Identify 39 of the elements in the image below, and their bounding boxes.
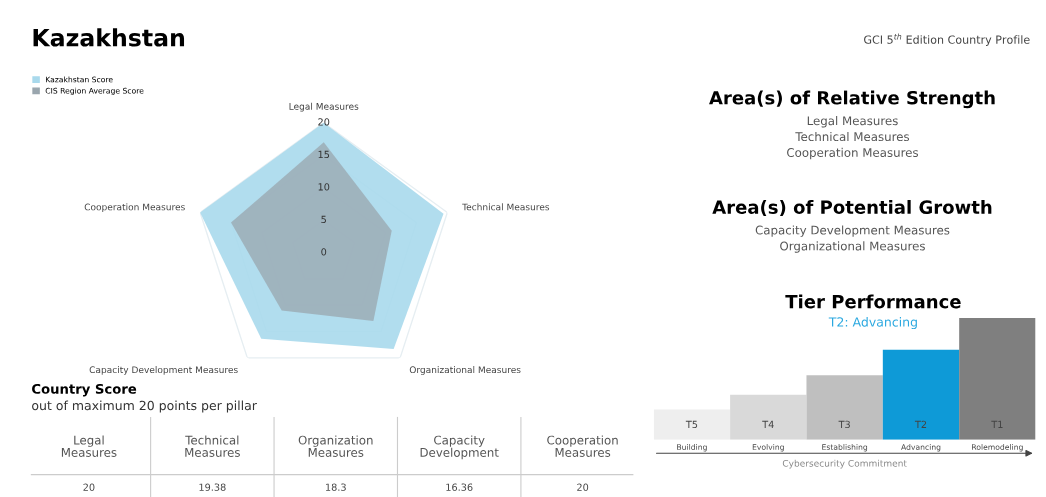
y-tick-label: 10 [318,183,330,191]
text: Area(s) of Potential Growth [712,200,992,217]
annotation: T5 [685,420,698,429]
text: Organizational Measures [780,241,925,253]
text: Cooperation Measures [787,147,919,160]
y-tick-label: 20 [318,118,330,126]
y-tick-label: 5 [321,215,326,224]
text: Cooperation Measures [547,435,618,457]
annotation: T3 [838,420,850,429]
annotation: T4 [762,420,774,428]
annotation: T1 [991,420,1003,428]
spoke-label: Capacity Development Measures [89,366,238,375]
x-axis-title: Cybersecurity Commitment [782,459,907,469]
text: Technical Measures [185,435,240,457]
text: Technical Measures [795,131,910,142]
spoke-label: Organizational Measures [409,366,521,375]
text: Capacity Development Measures [755,225,950,237]
spoke-label: Legal Measures [289,102,359,112]
text: Capacity Development [420,435,499,460]
text: Legal Measures [807,116,898,128]
annotation: T2 [914,420,927,428]
chart-title: Tier Performance [785,294,961,309]
text: 16.36 [446,483,473,491]
y-tick-label: 0 [321,248,327,256]
text: out of maximum 20 points per pillar [32,400,257,413]
text: GCI 5$^{th}$ Edition Country Profile [864,33,1030,46]
text: 20 [83,483,95,491]
text: Organization Measures [298,435,373,457]
spoke-label: Technical Measures [462,203,550,211]
chart-subtitle: T2: Advancing [828,317,917,330]
spoke-label: Cooperation Measures [84,203,185,213]
text: Legal Measures [61,435,117,457]
text: 18.3 [326,483,346,491]
chart-title: Kazakhstan [33,28,185,47]
text: 19.38 [199,483,226,491]
text: 20 [577,483,589,491]
y-tick-label: 15 [318,150,330,159]
text: Area(s) of Relative Strength [709,90,995,109]
text: Country Score [32,383,137,397]
